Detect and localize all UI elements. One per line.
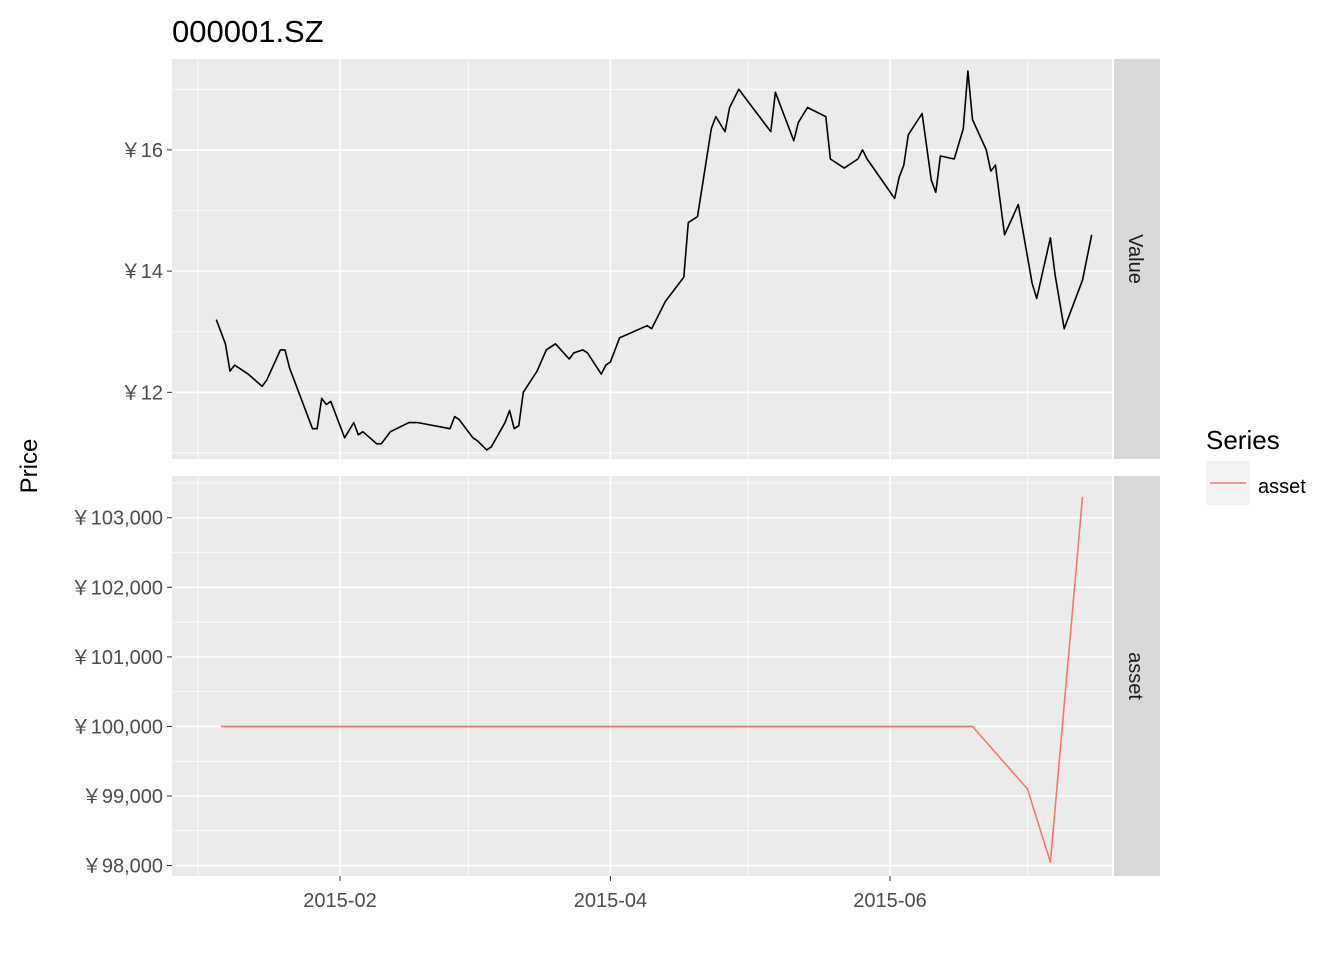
x-tick-label: 2015-02: [303, 890, 376, 912]
y-tick-label: ￥98,000: [82, 856, 163, 878]
y-tick-label: ￥16: [121, 140, 163, 162]
panel-asset: ￥98,000 ￥99,000 ￥100,000 ￥101,000 ￥102,000 ￥1…: [71, 476, 1160, 878]
chart-title: 000001.SZ: [172, 14, 324, 49]
x-tick-label: 2015-04: [574, 890, 647, 912]
y-tick-label: ￥14: [121, 261, 163, 283]
y-tick-label: ￥12: [121, 382, 163, 404]
y-axis-title: Price: [16, 439, 43, 494]
legend-label-asset: asset: [1258, 476, 1306, 498]
series-line-asset: [220, 496, 1084, 863]
series-line-value: [215, 70, 1093, 451]
y-tick-label: ￥99,000: [82, 786, 163, 808]
y-tick-label: ￥100,000: [71, 716, 163, 738]
panel-background: [172, 59, 1112, 459]
y-tick-label: ￥102,000: [71, 577, 163, 599]
x-tick-label: 2015-06: [853, 890, 926, 912]
legend-title: Series: [1206, 425, 1280, 455]
y-tick-label: ￥101,000: [71, 647, 163, 669]
strip-background: [1114, 476, 1160, 876]
panel-background: [172, 476, 1112, 876]
y-tick-label: ￥103,000: [71, 508, 163, 530]
strip-label: asset: [1124, 652, 1146, 700]
strip-background: [1114, 59, 1160, 459]
panel-value: ￥12 ￥14 ￥16 Value: [121, 59, 1160, 459]
strip-label: Value: [1124, 234, 1146, 284]
legend: Series asset: [1206, 425, 1306, 505]
x-axis: 2015-02 2015-04 2015-06: [303, 876, 927, 912]
